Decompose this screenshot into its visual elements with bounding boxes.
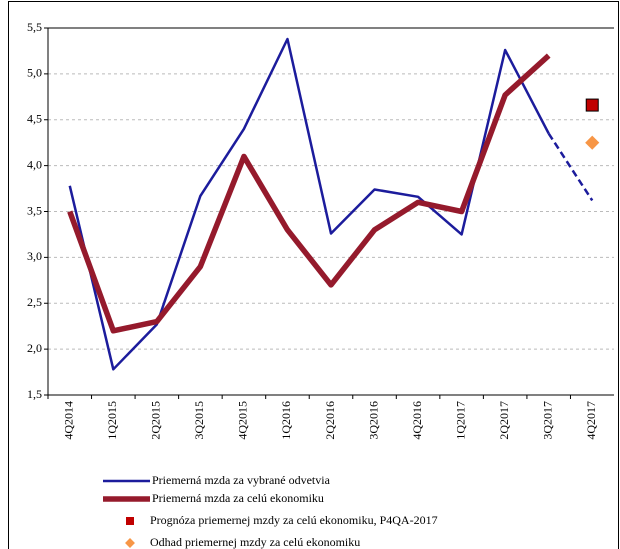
y-tick-label: 4,0 <box>27 157 42 171</box>
x-tick-label: 2Q2016 <box>323 401 337 440</box>
y-tick-label: 2,0 <box>27 341 42 355</box>
series-line <box>68 37 550 371</box>
y-tick-label: 1,5 <box>27 387 42 401</box>
x-tick-label: 1Q2016 <box>279 401 293 440</box>
y-tick-label: 2,5 <box>27 295 42 309</box>
y-tick-label: 3,0 <box>27 249 42 263</box>
x-tick-label: 1Q2017 <box>453 401 467 440</box>
x-tick-label: 3Q2015 <box>192 401 206 440</box>
series-line <box>67 53 551 334</box>
x-tick-label: 4Q2016 <box>410 401 424 440</box>
legend-label: Prognóza priemernej mzdy za celú ekonomi… <box>150 513 438 527</box>
y-tick-label: 4,5 <box>27 112 42 126</box>
x-tick-label: 4Q2017 <box>584 401 598 440</box>
legend-label: Odhad priemernej mzdy za celú ekonomiku <box>150 535 360 549</box>
chart-border <box>8 1 619 549</box>
x-tick-label: 4Q2015 <box>236 401 250 440</box>
x-tick-label: 2Q2015 <box>149 401 163 440</box>
y-tick-label: 3,5 <box>27 203 42 217</box>
legend-label: Priemerná mzda za celú ekonomiku <box>152 491 324 505</box>
legend-swatch <box>125 538 135 548</box>
legend-swatch <box>126 517 134 525</box>
x-tick-label: 3Q2016 <box>366 401 380 440</box>
x-tick-label: 2Q2017 <box>497 401 511 440</box>
y-tick-label: 5,5 <box>27 20 42 34</box>
y-tick-label: 5,0 <box>27 66 42 80</box>
x-tick-label: 4Q2014 <box>62 401 76 440</box>
x-tick-label: 1Q2015 <box>105 401 119 440</box>
x-tick-label: 3Q2017 <box>540 401 554 440</box>
series-line-dashed <box>547 132 594 202</box>
legend-label: Priemerná mzda za vybrané odvetvia <box>152 473 331 487</box>
point-marker <box>585 98 599 112</box>
point-marker <box>585 135 600 150</box>
